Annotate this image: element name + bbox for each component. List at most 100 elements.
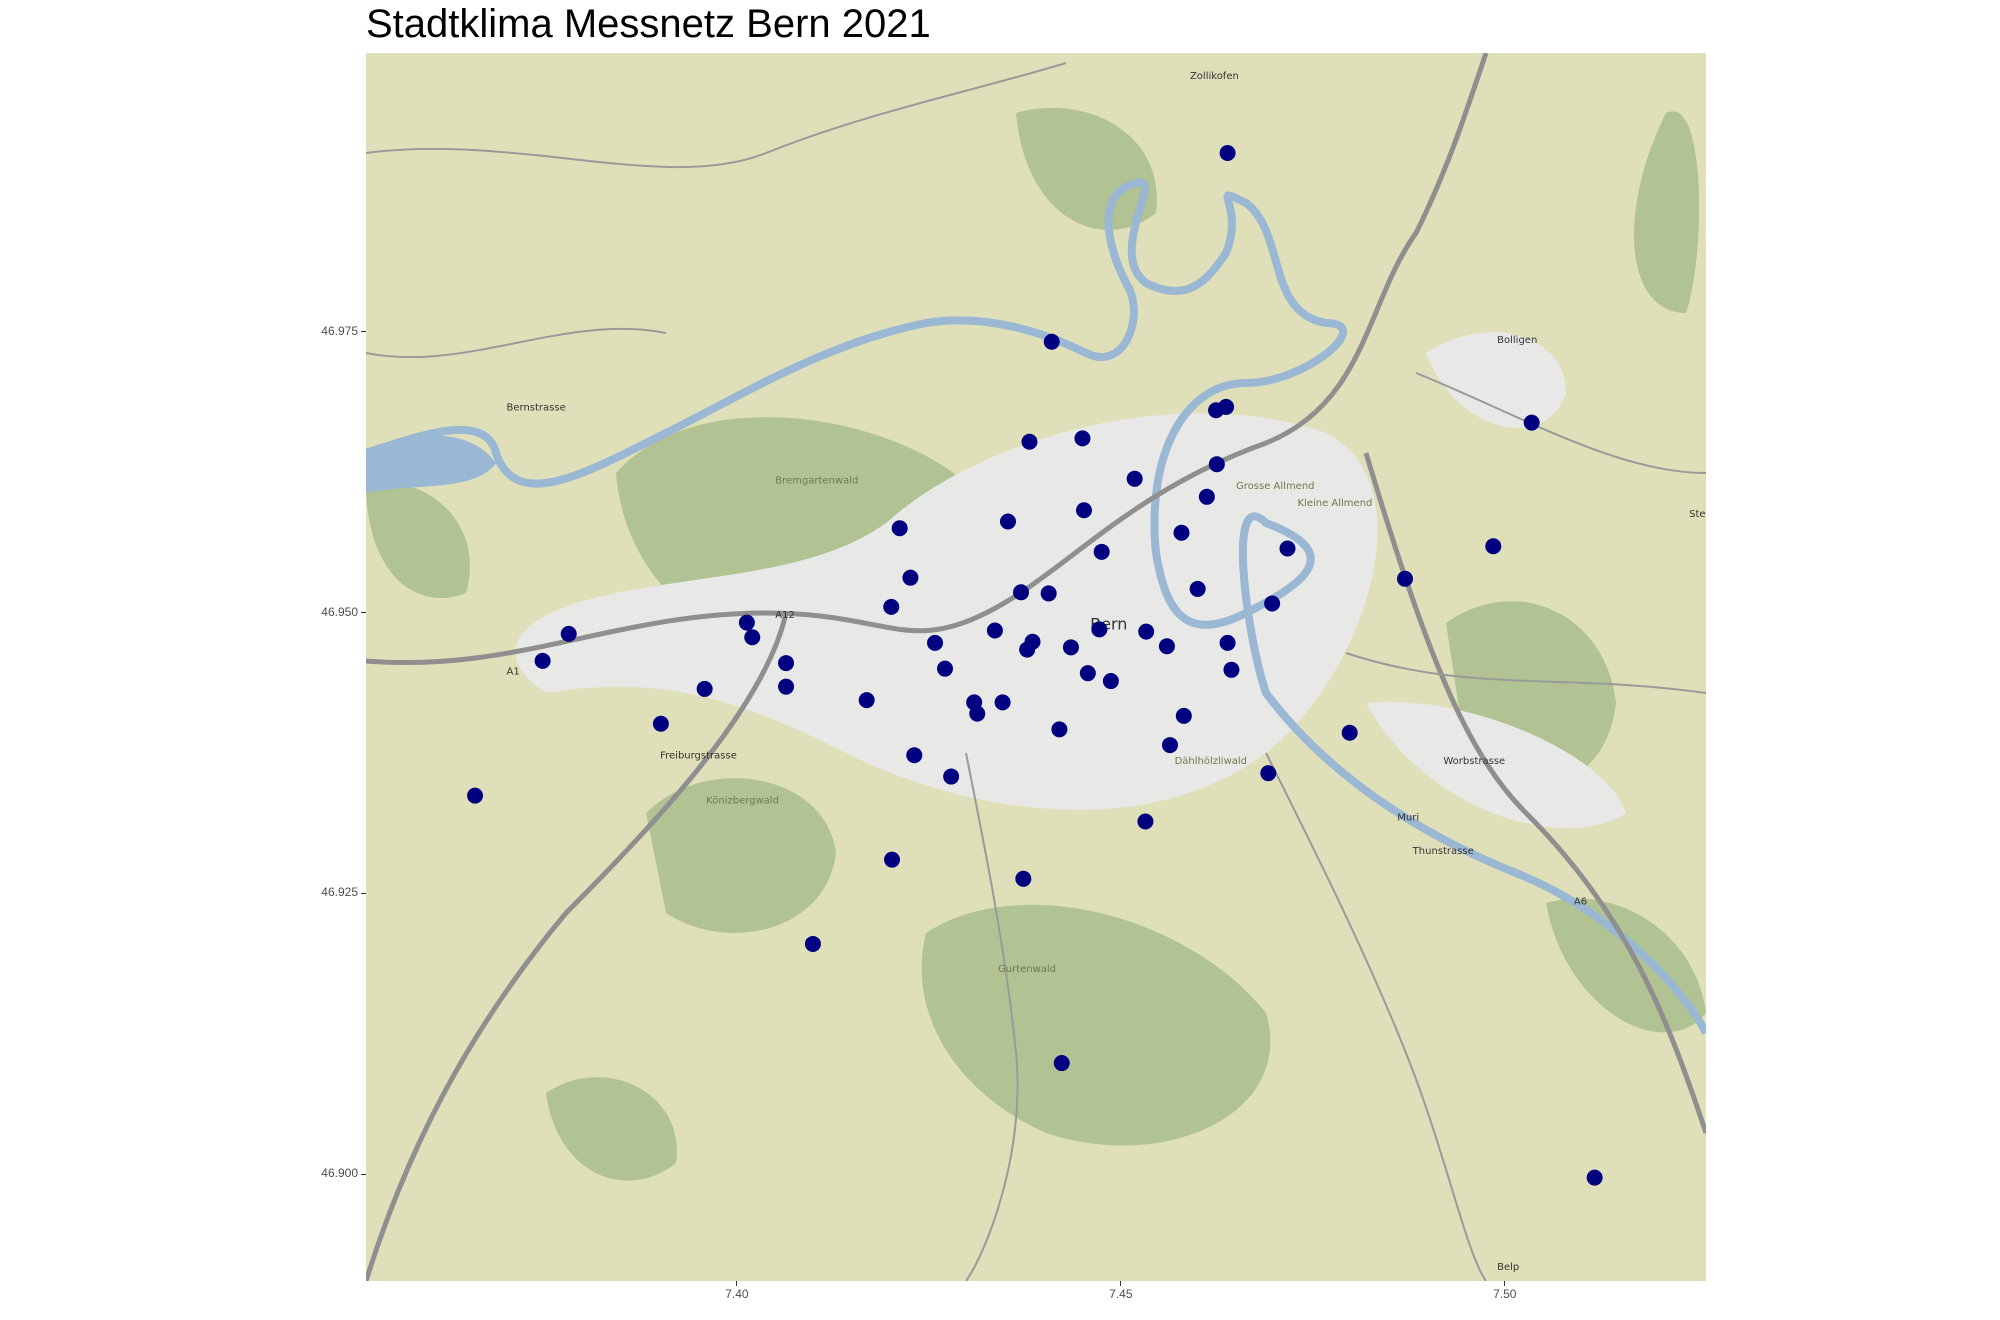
station-point [1093,543,1110,560]
station-point [1219,634,1236,651]
station-point [883,598,900,615]
station-point [778,655,795,672]
station-point [937,660,954,677]
station-point [1264,595,1281,612]
station-point [652,715,669,732]
map-label: Muri [1397,812,1419,823]
station-point [1223,661,1240,678]
x-tick [1504,1281,1506,1286]
map-label: Belp [1497,1262,1519,1273]
x-tick-label: 7.50 [1493,1287,1517,1301]
river-aare [366,178,1706,1035]
x-tick-label: 7.45 [1109,1287,1133,1301]
map-label: Thunstrasse [1412,846,1474,857]
station-point [1198,488,1215,505]
station-point [1341,724,1358,741]
x-tick [1120,1281,1122,1286]
station-point [906,747,923,764]
station-point [1173,524,1190,541]
map-label: Bernstrasse [507,402,566,413]
station-point [902,569,919,586]
station-point [1218,398,1235,415]
station-point [1158,638,1175,655]
x-tick-label: 7.40 [725,1287,749,1301]
y-tick [361,1173,366,1175]
station-point [927,634,944,651]
y-tick [361,331,366,333]
station-point [1074,430,1091,447]
map-label: A6 [1574,897,1587,908]
station-point [1091,621,1108,638]
station-point [969,705,986,722]
station-point [1013,584,1030,601]
station-point [534,652,551,669]
station-point [1523,414,1540,431]
map-background: ZollikofenBolligenBernMuriBelpStettlenBr… [366,53,1706,1281]
station-point [1485,538,1502,555]
y-tick [361,892,366,894]
station-point [1051,721,1068,738]
station-point [1260,765,1277,782]
station-point [1075,502,1092,519]
map-label: Bolligen [1497,335,1537,346]
map-label: Grosse Allmend [1236,481,1315,492]
roads [366,62,1706,1281]
motorways [366,53,1706,1281]
station-point [1062,639,1079,656]
station-point [1162,737,1178,754]
station-point [467,787,484,804]
station-point [1015,870,1032,887]
station-points [467,144,1603,1186]
station-point [1053,1055,1070,1072]
map-label: A1 [507,666,520,677]
map-label: Dählhölzliwald [1175,756,1247,767]
map-label: A12 [775,610,795,621]
station-point [738,614,755,631]
y-tick-label: 46.925 [321,885,358,900]
station-point [1019,641,1036,658]
y-tick-label: 46.900 [321,1166,358,1181]
station-point [1396,570,1413,587]
map-label: Bremgartenwald [775,475,858,486]
station-point [986,622,1003,639]
station-point [999,513,1016,530]
station-point [1040,585,1057,602]
station-point [804,935,821,952]
station-point [1219,144,1236,161]
map-label: Gurtenwald [998,964,1056,975]
station-point [994,694,1011,711]
map-panel: ZollikofenBolligenBernMuriBelpStettlenBr… [366,53,1706,1281]
station-point [1079,665,1096,682]
station-point [1102,673,1119,690]
map-label: Freiburgstrasse [660,751,737,762]
station-point [1586,1169,1603,1186]
station-point [778,678,795,695]
station-point [1208,456,1225,473]
station-point [884,851,901,868]
x-tick [736,1281,738,1286]
station-point [1137,813,1154,830]
station-point [891,520,908,537]
station-point [1279,540,1296,557]
station-point [1189,580,1206,597]
station-point [858,692,875,709]
map-label: Zollikofen [1190,71,1239,82]
y-tick-label: 46.950 [321,604,358,619]
map-label: Kleine Allmend [1297,498,1372,509]
station-point [1138,623,1155,640]
map-label: Worbstrasse [1443,756,1505,767]
station-point [1126,470,1143,487]
station-point [1175,707,1192,724]
station-point [560,625,577,642]
station-point [1021,433,1038,450]
y-tick [361,612,366,613]
station-point [744,629,761,646]
y-tick-label: 46.975 [321,323,358,338]
station-point [1043,333,1060,350]
map-label: Könizbergwald [706,796,779,807]
chart-title: Stadtklima Messnetz Bern 2021 [366,2,931,46]
map-label: Stettlen [1689,509,1706,520]
urban-areas [515,332,1626,829]
station-point [696,680,713,697]
station-point [943,768,960,785]
